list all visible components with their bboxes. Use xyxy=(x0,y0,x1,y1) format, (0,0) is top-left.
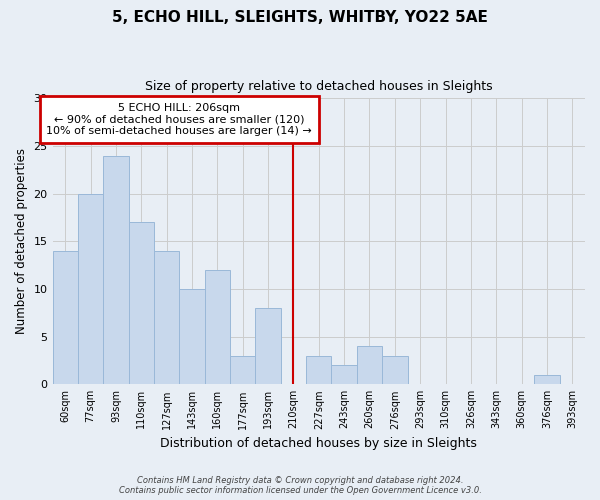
Bar xyxy=(179,289,205,384)
Bar xyxy=(128,222,154,384)
Bar xyxy=(205,270,230,384)
X-axis label: Distribution of detached houses by size in Sleights: Distribution of detached houses by size … xyxy=(160,437,477,450)
Text: 5, ECHO HILL, SLEIGHTS, WHITBY, YO22 5AE: 5, ECHO HILL, SLEIGHTS, WHITBY, YO22 5AE xyxy=(112,10,488,25)
Text: 5 ECHO HILL: 206sqm
← 90% of detached houses are smaller (120)
10% of semi-detac: 5 ECHO HILL: 206sqm ← 90% of detached ho… xyxy=(46,103,312,136)
Bar xyxy=(357,346,382,385)
Title: Size of property relative to detached houses in Sleights: Size of property relative to detached ho… xyxy=(145,80,493,93)
Bar xyxy=(103,156,128,384)
Bar xyxy=(78,194,103,384)
Bar xyxy=(230,356,256,384)
Y-axis label: Number of detached properties: Number of detached properties xyxy=(15,148,28,334)
Bar xyxy=(382,356,407,384)
Bar xyxy=(154,251,179,384)
Bar xyxy=(534,375,560,384)
Bar xyxy=(256,308,281,384)
Bar xyxy=(331,365,357,384)
Text: Contains HM Land Registry data © Crown copyright and database right 2024.
Contai: Contains HM Land Registry data © Crown c… xyxy=(119,476,481,495)
Bar xyxy=(53,251,78,384)
Bar xyxy=(306,356,331,384)
